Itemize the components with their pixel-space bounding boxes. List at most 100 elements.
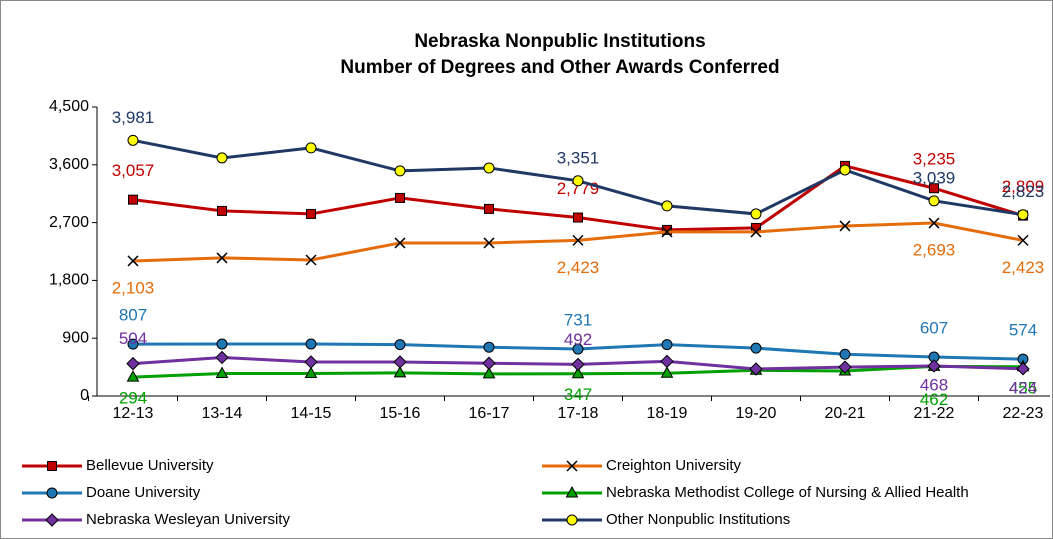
data-label: 347 <box>564 385 592 404</box>
marker <box>216 338 228 350</box>
marker <box>566 514 578 526</box>
data-label: 2,823 <box>1002 182 1045 201</box>
marker <box>572 234 584 246</box>
marker <box>46 487 58 499</box>
data-label: 492 <box>564 330 592 349</box>
marker <box>573 212 583 223</box>
x-tick-label: 22-23 <box>1003 405 1044 422</box>
legend-label: Nebraska Wesleyan University <box>86 511 290 528</box>
data-label: 3,235 <box>913 150 956 169</box>
marker <box>127 255 139 267</box>
x-tick-label: 19-20 <box>736 405 777 422</box>
data-label: 294 <box>119 389 147 408</box>
marker <box>566 460 578 472</box>
data-label: 2,423 <box>557 258 600 277</box>
y-tick-label: 1,800 <box>49 272 89 289</box>
data-label: 3,981 <box>112 108 155 127</box>
marker <box>662 224 672 235</box>
marker <box>839 348 851 360</box>
y-tick-label: 3,600 <box>49 156 89 173</box>
data-label: 731 <box>564 311 592 330</box>
data-label: 807 <box>119 306 147 325</box>
marker <box>839 164 851 176</box>
marker <box>393 365 407 378</box>
marker <box>216 152 228 164</box>
marker <box>571 357 585 372</box>
marker <box>305 254 317 266</box>
x-tick-label: 16-17 <box>469 405 510 422</box>
marker <box>484 203 494 214</box>
marker <box>394 339 406 351</box>
marker <box>217 205 227 216</box>
chart-subtitle: Number of Degrees and Other Awards Confe… <box>340 57 779 78</box>
marker <box>304 366 318 379</box>
marker <box>750 342 762 354</box>
data-label: 462 <box>920 390 948 409</box>
marker <box>483 341 495 353</box>
marker <box>306 208 316 219</box>
x-tick-label: 15-16 <box>380 405 421 422</box>
y-tick-label: 2,700 <box>49 214 89 231</box>
x-tick-label: 14-15 <box>291 405 332 422</box>
y-tick-label: 900 <box>62 329 89 346</box>
x-tick-label: 20-21 <box>825 405 866 422</box>
data-label: 2,693 <box>913 241 956 260</box>
data-label: 2,103 <box>112 278 155 297</box>
legend-label: Other Nonpublic Institutions <box>606 511 790 528</box>
marker <box>565 485 579 498</box>
marker <box>660 354 674 369</box>
marker <box>661 339 673 351</box>
data-label: 455 <box>1009 378 1037 397</box>
legend-label: Doane University <box>86 484 201 501</box>
marker <box>838 360 852 374</box>
legend-label: Creighton University <box>606 457 742 474</box>
data-label: 2,423 <box>1002 258 1045 277</box>
marker <box>660 366 674 378</box>
marker <box>661 226 673 238</box>
marker <box>750 208 762 220</box>
data-label: 3,351 <box>557 148 600 167</box>
data-label: 574 <box>1009 321 1037 340</box>
marker <box>126 370 140 382</box>
marker <box>572 175 584 187</box>
marker <box>394 165 406 177</box>
marker <box>394 237 406 249</box>
x-tick-label: 17-18 <box>558 405 599 422</box>
marker <box>482 356 496 370</box>
marker <box>393 355 407 369</box>
chart-title: Nebraska Nonpublic Institutions <box>414 31 705 52</box>
marker <box>395 192 405 203</box>
data-label: 3,039 <box>913 168 956 187</box>
marker <box>749 362 763 376</box>
data-label: 607 <box>920 319 948 338</box>
marker <box>47 461 57 471</box>
legend-label: Nebraska Methodist College of Nursing & … <box>606 484 969 501</box>
marker <box>839 220 851 232</box>
marker <box>750 226 762 238</box>
y-tick-label: 0 <box>80 387 89 404</box>
marker <box>215 350 229 365</box>
data-label: 424 <box>1009 378 1037 397</box>
data-label: 2,809 <box>1002 177 1045 196</box>
marker <box>483 237 495 249</box>
x-tick-label: 18-19 <box>647 405 688 422</box>
marker <box>127 134 139 146</box>
marker <box>483 162 495 174</box>
data-label: 504 <box>119 329 147 348</box>
x-tick-label: 12-13 <box>113 405 154 422</box>
marker <box>661 200 673 212</box>
x-tick-label: 13-14 <box>202 405 243 422</box>
data-label: 3,057 <box>112 161 155 180</box>
legend-label: Bellevue University <box>86 457 214 474</box>
data-label: 468 <box>920 375 948 394</box>
marker <box>216 252 228 264</box>
marker <box>128 194 138 205</box>
marker <box>929 183 939 194</box>
marker <box>304 355 318 369</box>
marker <box>571 366 585 379</box>
marker <box>1016 362 1030 376</box>
marker <box>927 359 941 373</box>
marker <box>215 366 229 379</box>
marker <box>928 195 940 207</box>
